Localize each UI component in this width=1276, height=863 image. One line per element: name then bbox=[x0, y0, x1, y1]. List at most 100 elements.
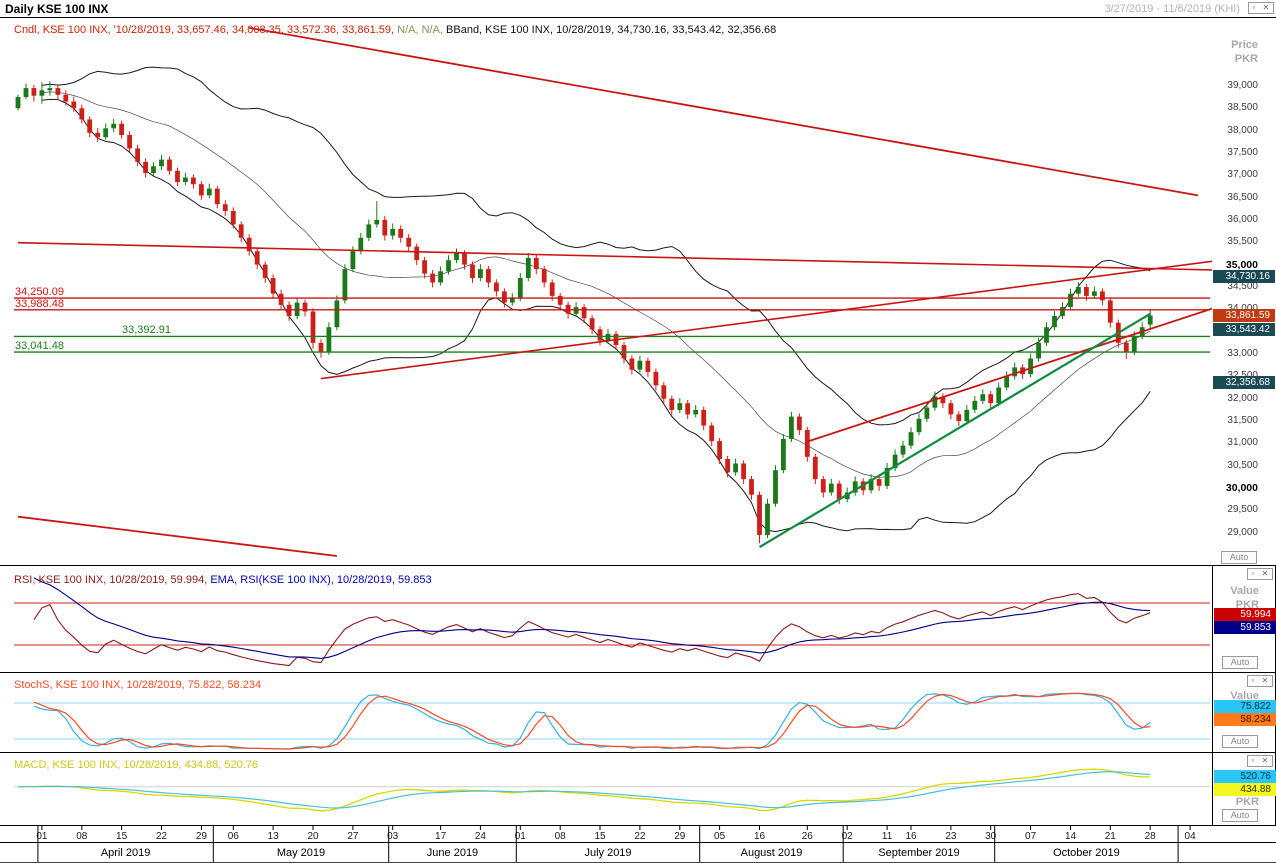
price-axis-title-line1: Price bbox=[1231, 39, 1258, 51]
chart-title: Daily KSE 100 INX bbox=[5, 2, 109, 16]
date-tick-label: 14 bbox=[1065, 831, 1077, 842]
rsi-ema-line bbox=[33, 577, 1151, 659]
month-label: July 2019 bbox=[584, 847, 631, 859]
date-axis: 01 08 15 22 29 06 13 20 27 03 17 24 01 08 15 22 29 05 16 26… bbox=[0, 825, 1276, 863]
stoch-panel: StochS, KSE 100 INX, 10/28/2019, 75.822,… bbox=[0, 672, 1276, 752]
macd-panel: MACD, KSE 100 INX, 10/28/2019, 434.88, 5… bbox=[0, 752, 1276, 825]
date-tick-label: 05 bbox=[714, 831, 726, 842]
candlestick-series bbox=[15, 81, 1153, 544]
price-tick-label: 35,500 bbox=[1227, 236, 1258, 248]
panel-close-icon[interactable]: ✕ bbox=[1261, 756, 1269, 765]
price-level-label: 33,041.48 bbox=[15, 340, 64, 353]
month-label: June 2019 bbox=[427, 847, 478, 859]
panel-restore-icon[interactable]: ▫ bbox=[1251, 569, 1255, 578]
price-tick-label: 34,500 bbox=[1227, 280, 1258, 292]
price-chart-plot[interactable] bbox=[0, 18, 1212, 565]
price-level-label: 34,250.09 bbox=[15, 286, 64, 299]
rsi-plot[interactable] bbox=[0, 566, 1212, 672]
price-axis-auto-button[interactable]: Auto bbox=[1221, 551, 1257, 564]
stoch-axis-auto-button[interactable]: Auto bbox=[1222, 735, 1258, 748]
macd-axis-auto-button[interactable]: Auto bbox=[1222, 809, 1258, 822]
panel-restore-icon[interactable]: ▫ bbox=[1252, 3, 1256, 12]
panel-close-icon[interactable]: ✕ bbox=[1261, 569, 1269, 578]
bband-legend: BBand, KSE 100 INX, 10/28/2019, 34,730.1… bbox=[446, 24, 777, 36]
price-axis-title: Price PKR bbox=[1214, 38, 1258, 66]
support-resistance-lines[interactable] bbox=[14, 297, 1210, 353]
stoch-axis-title-line1: Value bbox=[1230, 690, 1259, 702]
stoch-plot[interactable] bbox=[0, 673, 1212, 752]
date-tick-label: 29 bbox=[196, 831, 208, 842]
macd-axis-title: PKR bbox=[1215, 795, 1259, 809]
trend-lines[interactable] bbox=[17, 26, 1212, 557]
date-tick-label: 01 bbox=[515, 831, 527, 842]
price-tick-label: 31,000 bbox=[1227, 437, 1258, 449]
date-tick-label: 16 bbox=[754, 831, 766, 842]
date-tick-label: 16 bbox=[905, 831, 917, 842]
date-tick-label: 15 bbox=[594, 831, 606, 842]
price-tick-label: 37,500 bbox=[1227, 146, 1258, 158]
stoch-panel-controls: ▫ ✕ bbox=[1247, 675, 1273, 687]
macd-legend: MACD, KSE 100 INX, 10/28/2019, 434.88, 5… bbox=[14, 759, 258, 771]
value-axis-badge: 58.234 bbox=[1214, 712, 1276, 726]
candle-legend: Cndl, KSE 100 INX, '10/28/2019, 33,657.4… bbox=[14, 24, 398, 36]
date-tick-label: 20 bbox=[307, 831, 319, 842]
date-range-label: 3/27/2019 - 11/6/2019 (KHI) bbox=[1104, 3, 1240, 15]
macd-signal-line bbox=[17, 771, 1151, 809]
value-axis-badge: 434.88 bbox=[1214, 782, 1276, 796]
macd-axis: ▫ ✕ PKR 520.76 434.88 Auto bbox=[1212, 753, 1276, 825]
value-axis-badge: 520.76 bbox=[1214, 769, 1276, 783]
price-axis-badge: 33,861.59 bbox=[1213, 308, 1275, 322]
macd-line bbox=[17, 768, 1151, 812]
date-tick-label: 06 bbox=[228, 831, 240, 842]
price-panel: Cndl, KSE 100 INX, '10/28/2019, 33,657.4… bbox=[0, 18, 1276, 565]
date-tick-label: 02 bbox=[842, 831, 854, 842]
panel-close-icon[interactable]: ✕ bbox=[1261, 676, 1269, 685]
panel-restore-icon[interactable]: ▫ bbox=[1251, 676, 1255, 685]
value-axis-badge: 75.822 bbox=[1214, 699, 1276, 713]
price-level-label: 33,988.48 bbox=[15, 297, 64, 310]
date-tick-label: 07 bbox=[1025, 831, 1037, 842]
price-tick-label: 38,000 bbox=[1227, 124, 1258, 136]
date-tick-label: 08 bbox=[555, 831, 567, 842]
rsi-axis-title-line1: Value bbox=[1230, 585, 1259, 597]
bollinger-bands bbox=[41, 66, 1151, 533]
date-tick-label: 17 bbox=[435, 831, 447, 842]
price-tick-label: 29,500 bbox=[1227, 504, 1258, 516]
price-tick-label: 33,000 bbox=[1227, 348, 1258, 359]
panel-restore-icon[interactable]: ▫ bbox=[1251, 756, 1255, 765]
month-label: April 2019 bbox=[101, 847, 151, 859]
price-tick-label: 38,500 bbox=[1227, 102, 1258, 114]
rsi-ema-legend: EMA, RSI(KSE 100 INX), 10/28/2019, 59.85… bbox=[210, 574, 432, 586]
date-tick-label: 11 bbox=[882, 831, 893, 842]
macd-plot[interactable] bbox=[0, 753, 1212, 825]
rsi-panel: RSI, KSE 100 INX, 10/28/2019, 59.994, EM… bbox=[0, 565, 1276, 672]
date-tick-label: 15 bbox=[116, 831, 128, 842]
rsi-axis: ▫ ✕ Value PKR 59.994 59.853 Auto bbox=[1212, 566, 1276, 672]
price-axis: Price PKR 39,000 38,500 38,000 37,500 37,000… bbox=[1212, 18, 1276, 565]
price-tick-label: 39,000 bbox=[1227, 79, 1258, 91]
price-axis-badge: 32,356.68 bbox=[1213, 376, 1275, 390]
date-tick-label: 23 bbox=[945, 831, 957, 842]
value-axis-badge: 59.994 bbox=[1214, 607, 1276, 621]
month-label: May 2019 bbox=[277, 847, 325, 859]
date-tick-label: 26 bbox=[802, 831, 814, 842]
price-axis-badge: 34,730.16 bbox=[1213, 270, 1275, 284]
price-tick-label: 31,500 bbox=[1227, 415, 1258, 427]
stoch-d-line bbox=[33, 692, 1151, 750]
stoch-legend: StochS, KSE 100 INX, 10/28/2019, 75.822,… bbox=[14, 679, 262, 691]
date-tick-label: 04 bbox=[1185, 831, 1197, 842]
rsi-line bbox=[33, 593, 1151, 667]
rsi-axis-auto-button[interactable]: Auto bbox=[1222, 656, 1258, 669]
date-axis-plot: 01 08 15 22 29 06 13 20 27 03 17 24 01 08 15 22 29 05 16 26… bbox=[0, 826, 1276, 862]
panel-close-icon[interactable]: ✕ bbox=[1262, 3, 1270, 12]
stoch-panel-legend: StochS, KSE 100 INX, 10/28/2019, 75.822,… bbox=[14, 679, 261, 691]
month-label: August 2019 bbox=[741, 847, 803, 859]
date-tick-label: 30 bbox=[985, 831, 997, 842]
date-tick-label: 22 bbox=[634, 831, 646, 842]
price-level-label: 33,392.91 bbox=[122, 324, 171, 337]
titlebar: Daily KSE 100 INX 3/27/2019 - 11/6/2019 … bbox=[0, 0, 1276, 18]
price-tick-label: 35,000 bbox=[1225, 258, 1258, 271]
month-label: September 2019 bbox=[878, 847, 959, 859]
date-tick-label: 21 bbox=[1105, 831, 1117, 842]
